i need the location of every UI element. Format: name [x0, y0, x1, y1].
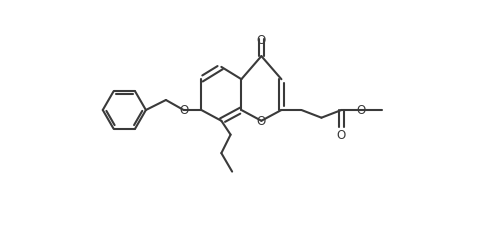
Text: O: O — [257, 33, 266, 46]
Text: O: O — [337, 128, 346, 141]
Text: O: O — [357, 104, 366, 117]
Text: O: O — [179, 104, 188, 117]
Text: O: O — [257, 115, 266, 128]
